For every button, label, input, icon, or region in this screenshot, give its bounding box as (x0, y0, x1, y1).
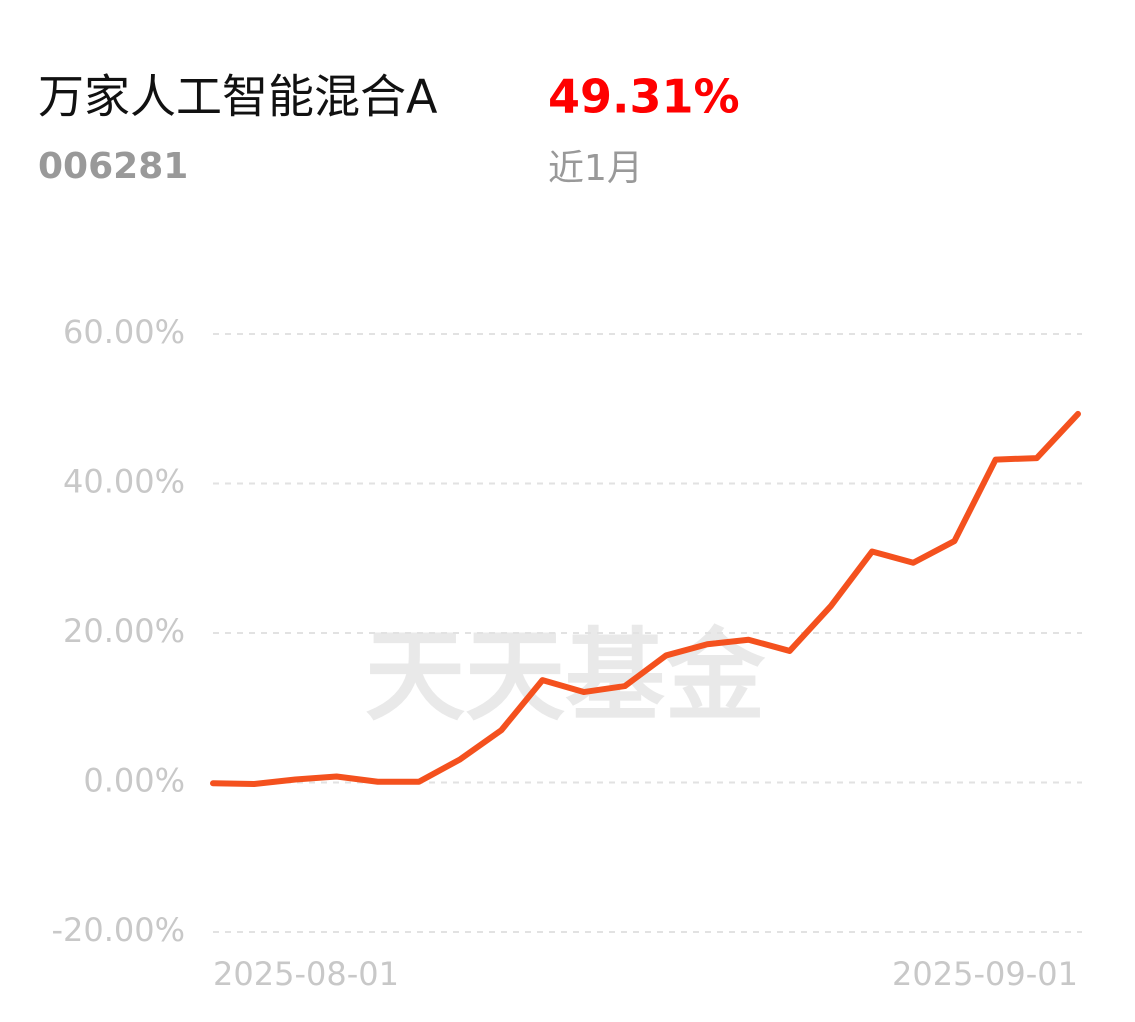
fund-title: 万家人工智能混合A (38, 70, 438, 124)
y-tick-label: 60.00% (63, 313, 185, 351)
fund-return: 49.31% (548, 70, 740, 124)
fund-code: 006281 (38, 146, 188, 187)
x-tick-label: 2025-09-01 (892, 955, 1078, 993)
line-series (210, 410, 1081, 787)
y-tick-label: -20.00% (51, 911, 185, 949)
period-label: 近1月 (548, 148, 643, 189)
y-tick-label: 40.00% (63, 463, 185, 501)
y-tick-label: 0.00% (83, 762, 185, 800)
y-tick-label: 20.00% (63, 612, 185, 650)
x-tick-label: 2025-08-01 (213, 955, 399, 993)
watermark: 天天基金 (365, 617, 766, 734)
